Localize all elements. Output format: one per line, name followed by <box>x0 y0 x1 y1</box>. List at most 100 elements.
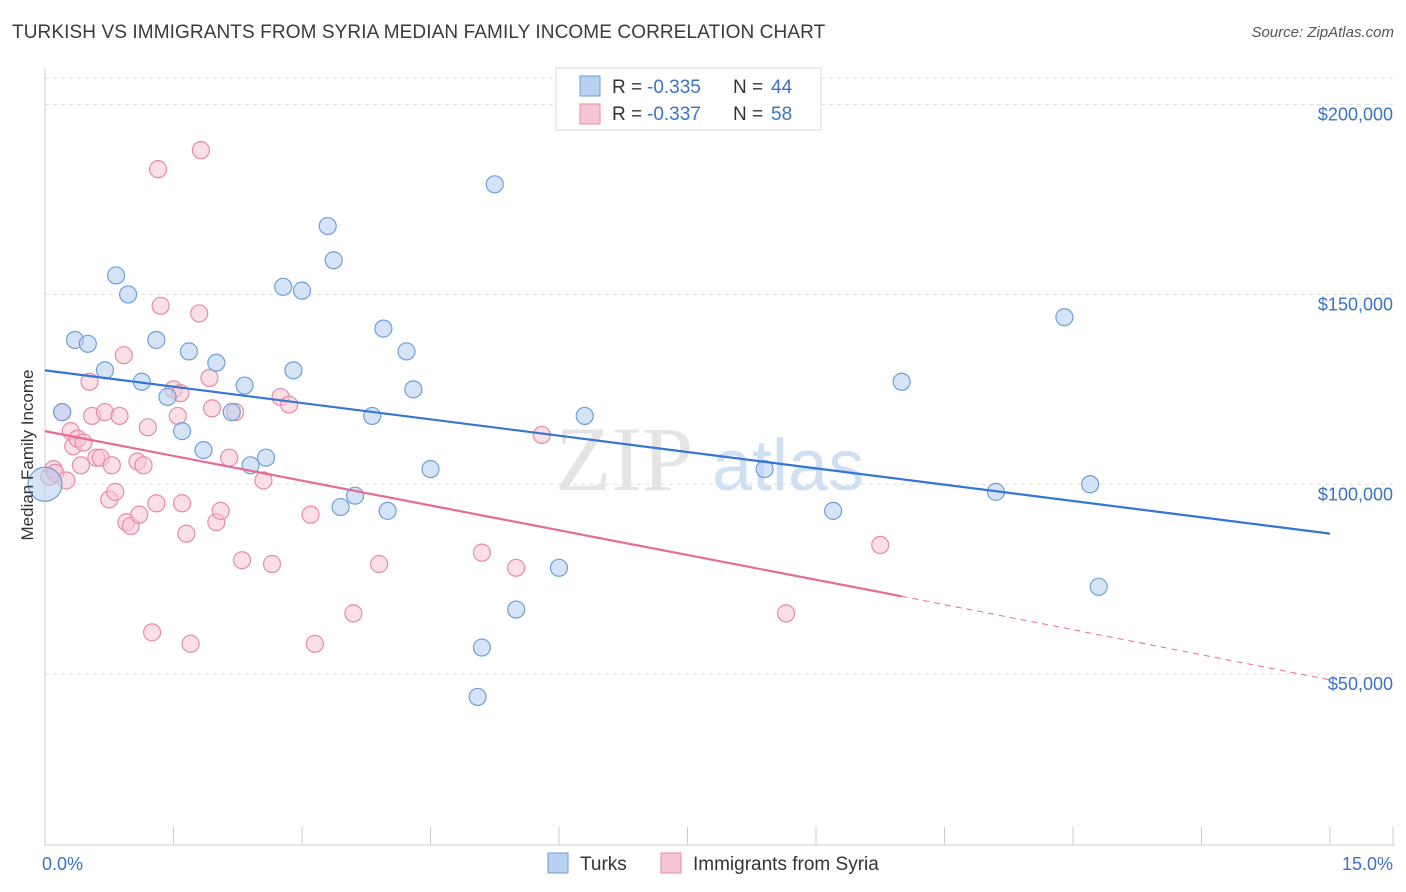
turks-point-21 <box>318 216 337 236</box>
turks-point-6 <box>118 285 138 304</box>
syria-point-38 <box>200 368 219 388</box>
syria-point-48 <box>301 505 320 524</box>
syria-point-41 <box>211 501 230 520</box>
syria-point-18 <box>110 406 129 426</box>
y-tick-labels: $50,000 $100,000 $150,000 $200,000 <box>1318 105 1393 695</box>
legend-box: R = -0.335 N = 44 R = -0.337 N = 58 <box>555 67 822 131</box>
syria-point-45 <box>262 554 282 574</box>
syria-trend-line <box>44 430 902 598</box>
turks-point-35 <box>549 558 569 577</box>
syria-point-27 <box>147 494 166 513</box>
syria-point-35 <box>181 634 200 653</box>
legend-turks-r-label: R = <box>612 77 642 98</box>
turks-point-26 <box>374 319 393 338</box>
x-tick-label-end: 15.0% <box>1342 854 1393 874</box>
syria-point-31 <box>168 406 187 426</box>
turks-point-5 <box>107 266 126 285</box>
chart-title: TURKISH VS IMMIGRANTS FROM SYRIA MEDIAN … <box>12 22 826 43</box>
turks-point-36 <box>575 406 594 426</box>
turks-point-17 <box>256 448 276 467</box>
syria-point-29 <box>151 296 170 315</box>
turks-point-14 <box>222 403 241 422</box>
turks-point-32 <box>468 687 487 707</box>
legend-swatch-syria <box>579 103 601 125</box>
grid <box>45 77 1395 675</box>
turks-point-29 <box>404 380 423 399</box>
syria-point-57 <box>254 471 273 490</box>
legend-syria-r-value: -0.337 <box>647 104 701 125</box>
syria-point-39 <box>202 399 222 418</box>
watermark-atlas: atlas <box>712 426 864 506</box>
watermark: ZIP atlas <box>555 408 864 510</box>
x-tick-labels: 0.0% 15.0% <box>42 854 1393 874</box>
syria-point-47 <box>280 395 299 414</box>
syria-point-53 <box>507 558 526 577</box>
y-tick-label-3: $200,000 <box>1318 105 1393 125</box>
syria-point-25 <box>138 418 157 437</box>
turks-point-20 <box>292 281 312 300</box>
turks-point-23 <box>331 497 350 517</box>
legend-turks-r-value: -0.335 <box>647 77 701 98</box>
turks-point-31 <box>472 638 491 657</box>
turks-point-37 <box>755 459 774 479</box>
legend-syria-n-value: 58 <box>771 104 792 125</box>
y-tick-label-0: $50,000 <box>1328 674 1393 694</box>
legend-turks-n-value: 44 <box>771 77 793 98</box>
y-axis-title: Median Family Income <box>18 369 37 540</box>
syria-point-44 <box>232 551 252 570</box>
syria-point-24 <box>134 456 153 475</box>
turks-point-27 <box>378 501 397 520</box>
turks-point-10 <box>172 422 192 441</box>
legend-turks-n-label: N = <box>733 77 763 98</box>
syria-point-51 <box>370 554 389 574</box>
x-tick-label-start: 0.0% <box>42 854 83 874</box>
watermark-zip: ZIP <box>555 408 693 510</box>
turks-point-9 <box>158 387 177 407</box>
turks-point-19 <box>284 361 303 380</box>
turks-point-3 <box>78 334 97 353</box>
syria-point-17 <box>106 482 125 501</box>
turks-point-41 <box>1055 308 1074 327</box>
syria-point-8 <box>71 456 91 475</box>
turks-point-33 <box>485 175 504 194</box>
turks-point-28 <box>397 342 416 361</box>
turks-point-30 <box>421 459 440 479</box>
turks-point-15 <box>235 376 254 395</box>
turks-point-38 <box>824 501 843 520</box>
bottom-legend-swatch-turks <box>547 852 569 874</box>
turks-point-11 <box>179 342 199 361</box>
turks-point-1 <box>53 403 72 422</box>
y-tick-label-1: $100,000 <box>1318 484 1393 504</box>
bottom-legend-turks: Turks <box>580 854 627 875</box>
syria-point-19 <box>114 346 133 365</box>
turks-point-13 <box>207 353 226 372</box>
syria-point-36 <box>190 304 209 323</box>
turks-point-8 <box>147 330 166 350</box>
syria-point-33 <box>172 494 192 513</box>
axes <box>44 68 1395 846</box>
turks-point-0 <box>27 466 63 502</box>
syria-point-26 <box>142 623 162 642</box>
syria-point-49 <box>305 634 324 653</box>
legend-syria-n-label: N = <box>733 104 763 125</box>
turks-point-12 <box>194 441 213 460</box>
turks-point-34 <box>507 600 526 619</box>
syria-point-37 <box>191 141 211 160</box>
turks-point-39 <box>892 372 911 391</box>
legend-swatch-turks <box>579 75 601 97</box>
syria-point-34 <box>177 524 196 543</box>
syria-point-16 <box>102 456 121 475</box>
syria-point-42 <box>220 448 239 467</box>
legend-syria-r-label: R = <box>612 104 642 125</box>
syria-point-28 <box>148 160 168 179</box>
series-turks-points <box>27 175 1108 707</box>
bottom-legend: Turks Immigrants from Syria <box>547 852 879 875</box>
trend-lines <box>44 369 1331 681</box>
syria-trend-extension <box>901 595 1331 681</box>
turks-point-22 <box>324 251 343 270</box>
bottom-legend-syria: Immigrants from Syria <box>693 854 879 875</box>
y-tick-label-2: $150,000 <box>1318 294 1393 314</box>
bottom-legend-swatch-syria <box>660 852 682 874</box>
syria-point-23 <box>130 505 149 524</box>
